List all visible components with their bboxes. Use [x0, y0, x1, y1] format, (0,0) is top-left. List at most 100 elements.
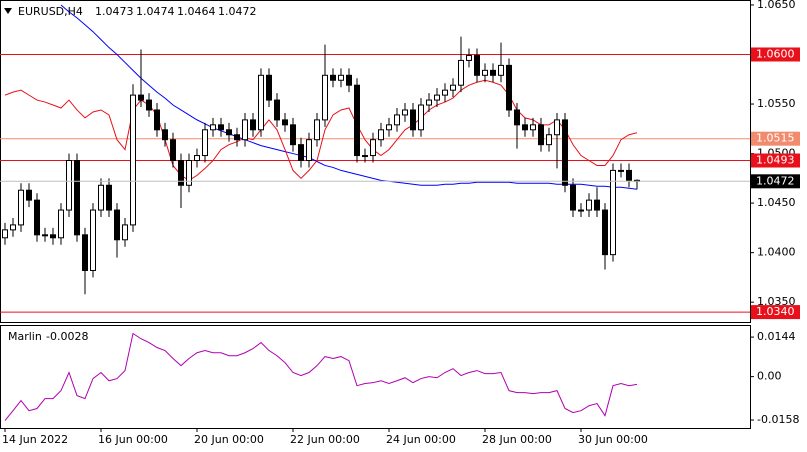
candle-body [34, 199, 40, 236]
candle-body [58, 209, 64, 239]
candle-body [74, 160, 80, 236]
current-price-box [751, 174, 800, 189]
candle-body [170, 139, 176, 162]
menu-triangle [4, 8, 12, 14]
candle-body [226, 129, 232, 136]
x-tick-label: 24 Jun 00:00 [386, 433, 456, 446]
candle-body [562, 119, 568, 186]
ohlc-open: 1.0473 [95, 5, 134, 18]
candle-body [10, 224, 16, 231]
candle-body [250, 119, 256, 131]
main-plot [0, 4, 750, 313]
y-tick-label: 0.0144 [757, 330, 796, 343]
candle-body [506, 64, 512, 111]
candle-body [274, 99, 280, 121]
level-label-box [751, 305, 800, 320]
candle-body [626, 169, 632, 181]
candle-body [618, 169, 624, 172]
candle-body [2, 229, 8, 239]
y-tick-label: 1.0550 [757, 97, 796, 110]
candle-body [402, 109, 408, 116]
candle-body [482, 69, 488, 76]
candle-body [458, 59, 464, 86]
y-tick-label: 1.0350 [757, 295, 796, 308]
candle-body [330, 74, 336, 81]
candle-body [546, 134, 552, 146]
candle-body [18, 189, 24, 226]
indicator-line [4, 332, 638, 421]
ohlc-low: 1.0464 [177, 5, 216, 18]
candle-body [434, 94, 440, 101]
level-label-box [751, 153, 800, 168]
candle-body [466, 54, 472, 61]
candle-body [610, 169, 616, 256]
candle-body [98, 184, 104, 211]
level-label: 1.0493 [756, 154, 795, 167]
y-tick-label: 1.0650 [757, 0, 796, 11]
candle-body [498, 64, 504, 76]
x-tick-label: 22 Jun 00:00 [290, 433, 360, 446]
candle-body [594, 199, 600, 211]
candle-body [490, 69, 496, 76]
y-tick-label: -0.0158 [757, 413, 799, 426]
ohlc-high: 1.0474 [136, 5, 175, 18]
candle-body [50, 234, 56, 239]
candle-body [258, 74, 264, 131]
indicator-name: Marlin [8, 330, 42, 343]
candle-body [378, 129, 384, 141]
candle-body [298, 144, 304, 162]
candle-body [266, 74, 272, 101]
main-frame [0, 0, 751, 323]
level-label-box [751, 47, 800, 62]
candle-body [322, 74, 328, 121]
candle-body [242, 119, 248, 141]
ohlc-close: 1.0472 [218, 5, 257, 18]
candle-body [194, 155, 200, 162]
moving-average [4, 79, 638, 181]
candle-body [146, 99, 152, 111]
candle-body [122, 224, 128, 241]
candle-body [42, 234, 48, 237]
candle-body [66, 160, 72, 211]
candle-body [394, 114, 400, 126]
level-label-box [751, 131, 800, 146]
indicator-value: -0.0028 [46, 330, 88, 343]
level-label: 1.0515 [756, 132, 795, 145]
candle-body [162, 129, 168, 141]
x-tick-label: 30 Jun 00:00 [578, 433, 648, 446]
candle-body [154, 109, 160, 131]
candle-body [130, 94, 136, 226]
indicator-plot [4, 332, 638, 421]
symbol-label: EURUSD,H4 [18, 5, 83, 18]
candle-body [578, 209, 584, 212]
candle-body [514, 109, 520, 126]
candle-body [306, 139, 312, 162]
candle-body [314, 119, 320, 141]
candle-body [282, 119, 288, 126]
moving-average [60, 4, 638, 190]
candle-body [346, 74, 352, 86]
candle-body [290, 124, 296, 146]
candle-body [586, 199, 592, 211]
level-label: 1.0340 [756, 305, 795, 318]
candle-body [386, 124, 392, 131]
overlay: EURUSD,H4 1.0473 1.0474 1.0464 1.0472 Ma… [2, 0, 800, 446]
candle-body [410, 109, 416, 131]
level-label: 1.0600 [756, 47, 795, 60]
candle-body [202, 129, 208, 157]
x-tick-label: 20 Jun 00:00 [194, 433, 264, 446]
candle-body [106, 184, 112, 211]
candle-body [554, 119, 560, 136]
x-tick-label: 14 Jun 2022 [2, 433, 68, 446]
candle-body [90, 209, 96, 271]
candle-body [570, 184, 576, 211]
candle-body [418, 104, 424, 131]
candle-body [522, 124, 528, 131]
candle-body [442, 89, 448, 96]
candle-body [234, 134, 240, 141]
candle-body [602, 209, 608, 256]
candle-body [354, 84, 360, 157]
candle-body [474, 54, 480, 76]
